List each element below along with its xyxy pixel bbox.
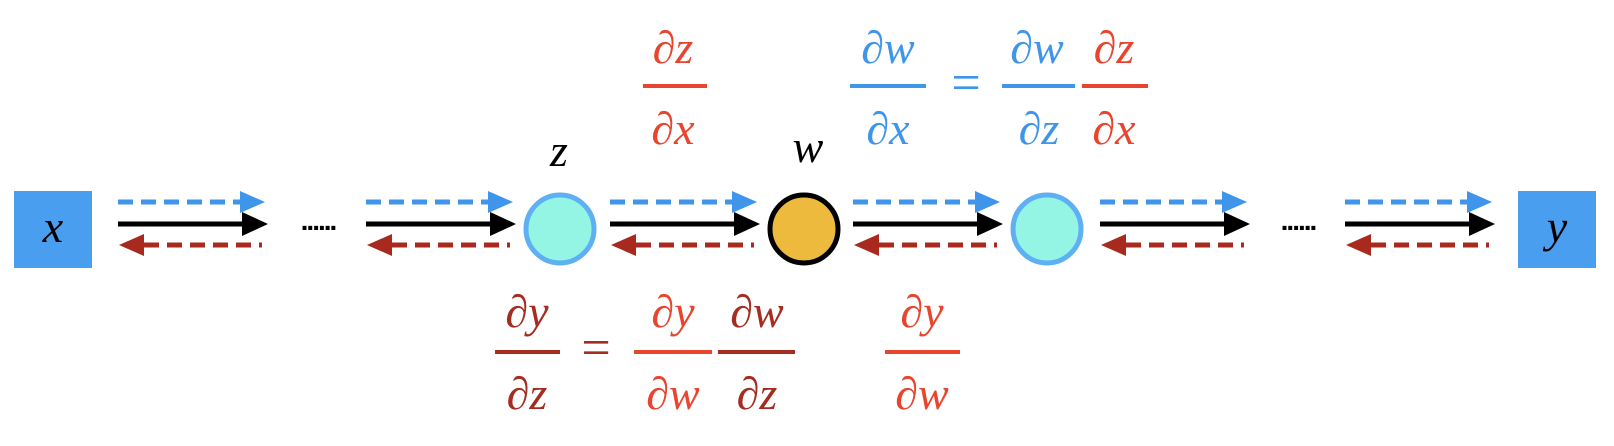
node-w	[767, 192, 841, 266]
ellipsis-left: ......	[301, 205, 336, 236]
dy-dz-denominator: ∂z	[507, 368, 548, 419]
forward-black-arrowhead	[490, 212, 516, 236]
arrow-group-5	[1100, 191, 1250, 256]
dy-dz-numerator: ∂y	[505, 286, 549, 337]
dz-dx-numerator: ∂z	[653, 22, 694, 73]
dw-dz-factor-numerator: ∂w	[730, 286, 784, 337]
forward-black-arrowhead	[734, 212, 760, 236]
input-x-label: x	[42, 201, 64, 252]
node-z	[523, 192, 597, 266]
node-w-label: w	[793, 121, 824, 172]
dy-dw-numerator: ∂y	[900, 286, 944, 337]
equation-dy-dz-chain: ∂y ∂z = ∂y ∂w ∂w ∂z	[495, 286, 795, 419]
node-after-w	[1010, 192, 1084, 266]
dw-dx-equals-sign: =	[951, 55, 980, 112]
dw-dx-denominator: ∂x	[866, 103, 910, 154]
output-y-box	[1518, 191, 1596, 268]
dy-dw-factor-denominator: ∂w	[646, 368, 700, 419]
forward-blue-arrowhead	[732, 191, 757, 213]
dy-dw-denominator: ∂w	[895, 368, 949, 419]
output-y-label: y	[1543, 201, 1568, 252]
forward-blue-arrowhead	[488, 191, 513, 213]
backward-red-arrowhead	[119, 234, 144, 256]
arrow-group-6	[1345, 191, 1495, 256]
backward-red-arrowhead	[1101, 234, 1126, 256]
dw-dx-numerator: ∂w	[861, 22, 915, 73]
ellipsis-right: ......	[1281, 205, 1316, 236]
arrow-group-2	[366, 191, 516, 256]
backward-red-arrowhead	[611, 234, 636, 256]
equation-dw-dx-chain: ∂w ∂x = ∂w ∂z ∂z ∂x	[850, 22, 1148, 154]
forward-blue-arrowhead	[1222, 191, 1247, 213]
dw-dz-factor-denominator: ∂z	[737, 368, 778, 419]
dw-dz-numerator: ∂w	[1010, 22, 1064, 73]
dy-dw-factor-numerator: ∂y	[651, 286, 695, 337]
forward-blue-arrowhead	[1467, 191, 1492, 213]
equation-dy-dw: ∂y ∂w	[885, 286, 960, 419]
forward-blue-arrowhead	[240, 191, 265, 213]
backward-red-arrowhead	[367, 234, 392, 256]
equation-dz-dx: ∂z ∂x	[643, 22, 707, 154]
arrow-group-3	[610, 191, 760, 256]
backward-red-arrowhead	[1346, 234, 1371, 256]
forward-black-arrowhead	[1224, 212, 1250, 236]
dz-dx-factor-denominator: ∂x	[1092, 103, 1136, 154]
arrow-group-1	[118, 191, 268, 256]
forward-blue-arrowhead	[975, 191, 1000, 213]
dy-dz-equals-sign: =	[581, 320, 610, 377]
forward-black-arrowhead	[977, 212, 1003, 236]
dz-dx-factor-numerator: ∂z	[1094, 22, 1135, 73]
forward-black-arrowhead	[1469, 212, 1495, 236]
dw-dz-denominator: ∂z	[1019, 103, 1060, 154]
input-x-box	[14, 191, 92, 268]
dz-dx-denominator: ∂x	[651, 103, 695, 154]
node-z-label: z	[549, 125, 568, 176]
forward-black-arrowhead	[242, 212, 268, 236]
backward-red-arrowhead	[854, 234, 879, 256]
arrow-group-4	[853, 191, 1003, 256]
